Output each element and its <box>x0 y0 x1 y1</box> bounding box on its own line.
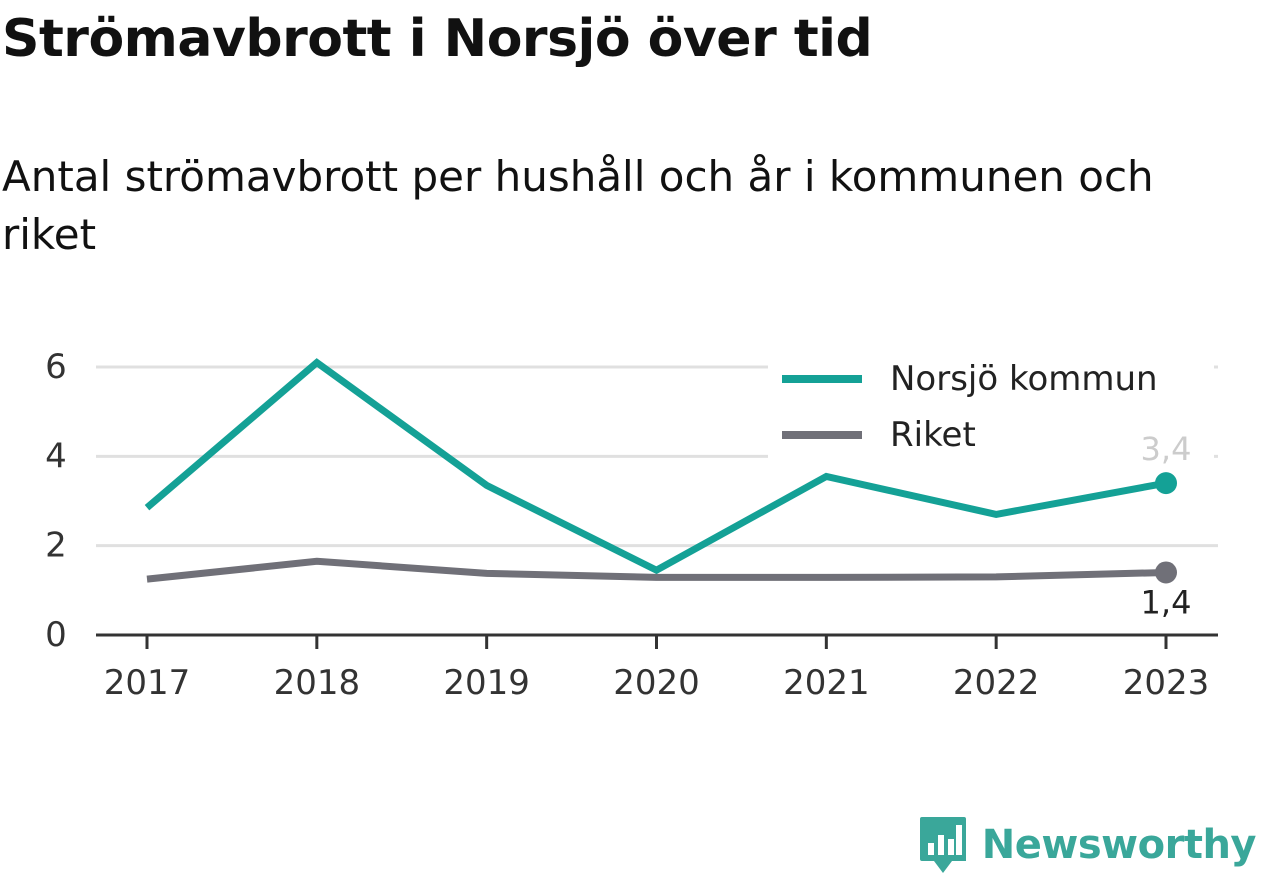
x-tick-label: 2017 <box>104 663 191 703</box>
x-tick-label: 2020 <box>613 663 700 703</box>
end-value-label: 1,4 <box>1141 583 1192 621</box>
y-tick-label: 0 <box>45 615 67 655</box>
legend-background <box>768 352 1214 464</box>
series-lines <box>144 358 1177 584</box>
series-line <box>144 358 1167 575</box>
y-tick-label: 4 <box>45 436 67 476</box>
x-tick-label: 2019 <box>443 663 530 703</box>
y-tick-label: 6 <box>45 347 67 387</box>
x-tick-label: 2023 <box>1123 663 1210 703</box>
x-tick-label: 2021 <box>783 663 870 703</box>
y-tick-label: 2 <box>45 526 67 566</box>
end-value-label: 3,4 <box>1141 430 1192 468</box>
brand-name: Newsworthy <box>981 822 1257 868</box>
newsworthy-brand: Newsworthy <box>918 815 1257 875</box>
series-end-marker <box>1155 561 1177 584</box>
series-line <box>146 557 1167 583</box>
y-axis: 0 2 4 6 <box>45 347 67 655</box>
x-axis: 2017 2018 2019 2020 2021 2022 2023 <box>96 633 1218 703</box>
legend: Norsjö kommun Riket <box>768 352 1214 464</box>
x-tick-label: 2022 <box>953 663 1040 703</box>
chart-subtitle: Antal strömavbrott per hushåll och år i … <box>2 152 1154 259</box>
chart-title: Strömavbrott i Norsjö över tid <box>2 9 873 69</box>
legend-label: Riket <box>890 415 976 455</box>
end-labels: 3,4 1,4 <box>1141 430 1192 621</box>
series-end-marker <box>1155 472 1177 495</box>
x-tick-label: 2018 <box>274 663 361 703</box>
newsworthy-logo-icon <box>919 817 966 873</box>
legend-label: Norsjö kommun <box>890 359 1158 399</box>
